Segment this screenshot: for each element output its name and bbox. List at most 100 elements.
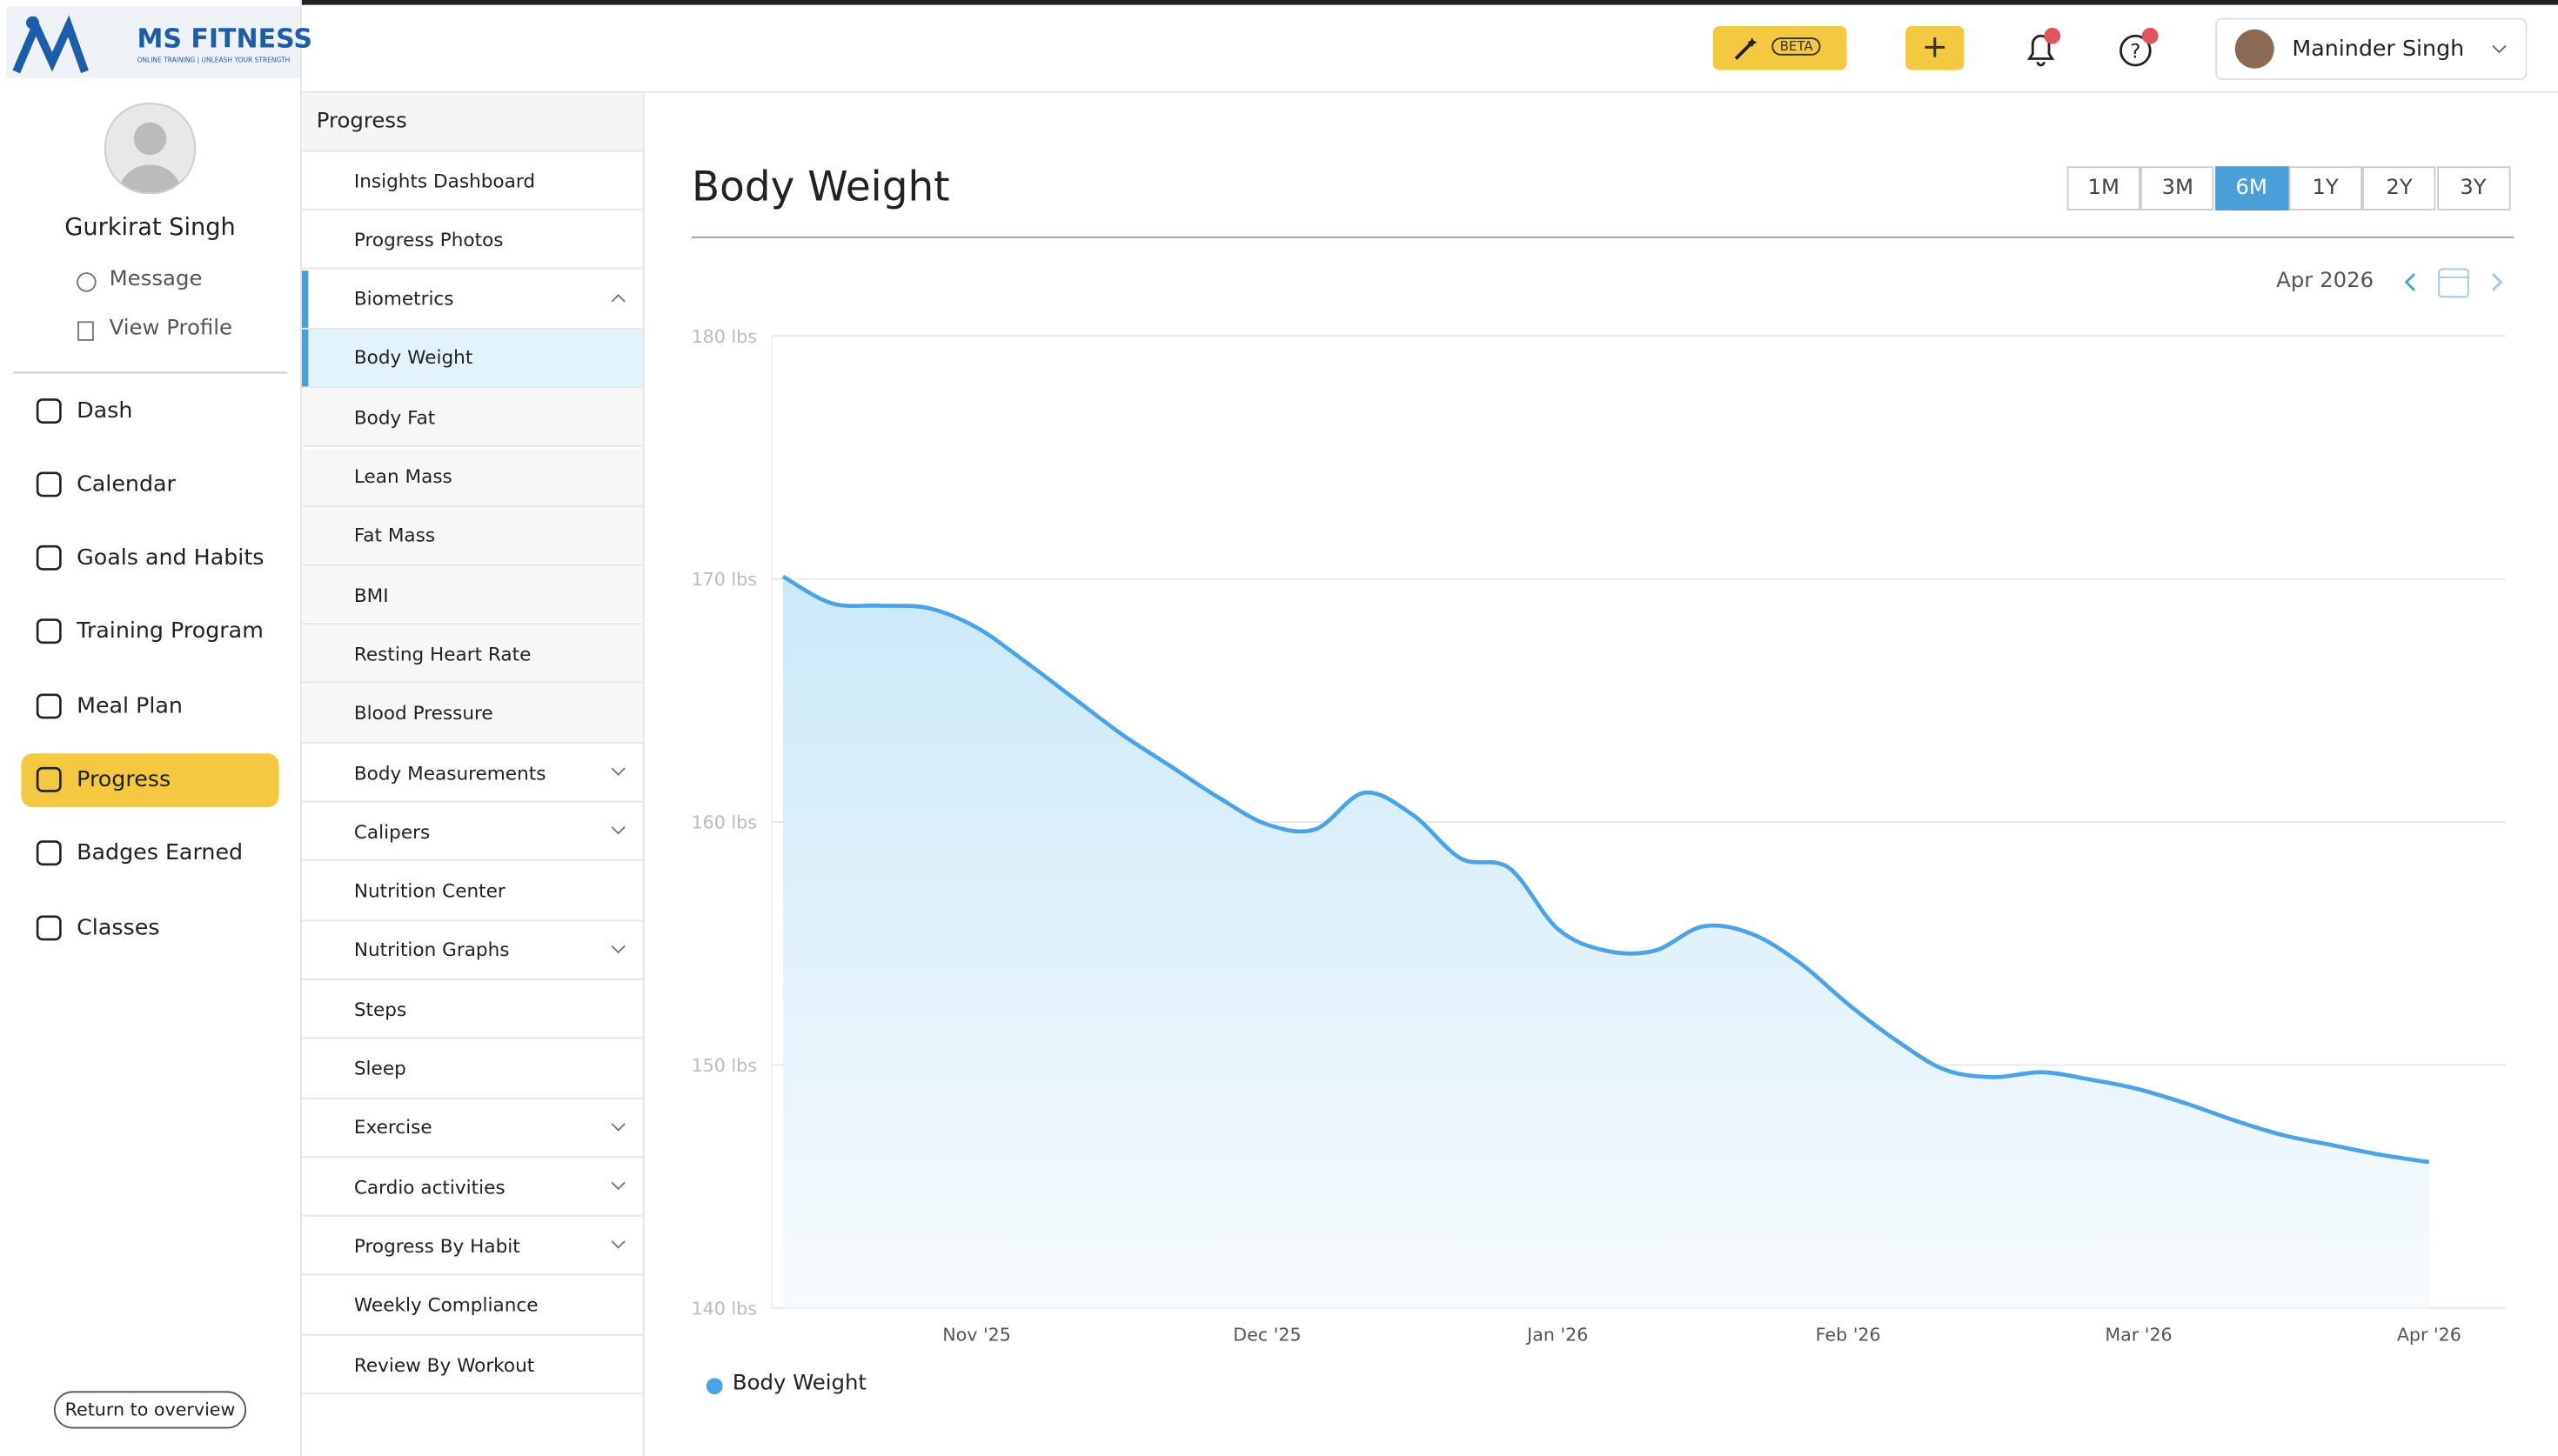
submenu-item[interactable]: Nutrition Center	[301, 862, 643, 921]
submenu-item[interactable]: Lean Mass	[301, 447, 643, 507]
x-tick-label: Dec '25	[1233, 1324, 1301, 1345]
sidebar: MS FITNESS ONLINE TRAINING | UNLEASH YOU…	[0, 0, 312, 1456]
submenu-label: Weekly Compliance	[353, 1293, 539, 1317]
range-button[interactable]: 1M	[2066, 166, 2140, 210]
submenu-item[interactable]: Blood Pressure	[301, 684, 643, 744]
range-button[interactable]: 2Y	[2362, 166, 2436, 210]
submenu-item[interactable]: Steps	[301, 980, 643, 1039]
legend-marker	[706, 1378, 723, 1395]
chevron	[611, 767, 626, 776]
submenu-label: Biometrics	[353, 287, 454, 311]
line	[781, 574, 2430, 1165]
submenu-item[interactable]: Body Measurements	[301, 744, 643, 803]
y-tick-label: 170 lbs	[692, 569, 757, 590]
plus-icon	[1925, 37, 1945, 57]
range-button[interactable]: 6M	[2214, 166, 2288, 210]
y-tick-label: 140 lbs	[692, 1298, 757, 1319]
active-bar	[301, 329, 309, 387]
submenu-label: Steps	[353, 997, 407, 1021]
avatar-icon	[118, 122, 182, 193]
logo: MS FITNESS ONLINE TRAINING | UNLEASH YOU…	[6, 6, 312, 78]
area-fill	[783, 576, 2429, 1308]
range-button[interactable]: 1Y	[2288, 166, 2362, 210]
submenu-label: Body Weight	[353, 346, 473, 370]
title-rule	[692, 236, 2514, 238]
nav-icon	[36, 618, 62, 645]
submenu-label: Resting Heart Rate	[353, 642, 532, 665]
logo-mark	[12, 15, 89, 74]
submenu-item[interactable]: Progress By Habit	[301, 1217, 643, 1276]
add-button[interactable]	[1905, 26, 1965, 70]
top-bar: BETA ? Maninder Singh	[0, 0, 2558, 93]
nav-icon	[36, 692, 62, 718]
chart-title: Body Weight	[692, 163, 950, 210]
nav-item[interactable]: Classes	[21, 900, 278, 954]
submenu-label: Cardio activities	[353, 1175, 506, 1199]
submenu-item[interactable]: BMI	[301, 565, 643, 625]
submenu-label: Nutrition Graphs	[353, 938, 510, 962]
nav-label: Progress	[77, 766, 171, 793]
nav-label: Goals and Habits	[77, 544, 265, 571]
range-button[interactable]: 3M	[2140, 166, 2214, 210]
nav-item[interactable]: Badges Earned	[21, 826, 278, 880]
submenu-label: Body Fat	[353, 405, 436, 429]
user-menu[interactable]: Maninder Singh	[2215, 17, 2528, 80]
submenu-item[interactable]: Body Weight	[301, 329, 643, 389]
nav-item[interactable]: Dash	[21, 384, 278, 437]
submenu-item[interactable]: Review By Workout	[301, 1336, 643, 1395]
nav-icon	[36, 840, 62, 866]
period-label: Apr 2026	[2276, 269, 2374, 294]
notifications[interactable]	[2019, 26, 2066, 72]
x-tick-label: Jan '26	[1525, 1324, 1588, 1345]
submenu-label: Calipers	[353, 819, 431, 843]
submenu-label: Progress Photos	[353, 228, 504, 251]
profile-avatar	[104, 103, 196, 195]
submenu-label: Fat Mass	[353, 524, 436, 547]
profile-name: Gurkirat Singh	[64, 215, 236, 242]
submenu-label: Insights Dashboard	[353, 169, 536, 192]
submenu-label: Lean Mass	[353, 464, 452, 488]
nav-icon	[36, 471, 62, 497]
submenu-item[interactable]: Resting Heart Rate	[301, 624, 643, 685]
nav-item[interactable]: Progress	[21, 752, 279, 807]
chevron	[2492, 44, 2507, 54]
submenu-item[interactable]: Biometrics	[301, 270, 643, 329]
chevron	[611, 293, 626, 302]
view-profile-link[interactable]: View Profile	[109, 316, 233, 341]
ai-beta-button[interactable]: BETA	[1712, 26, 1847, 70]
submenu-item[interactable]: Fat Mass	[301, 506, 643, 566]
nav-label: Calendar	[77, 471, 176, 498]
range-button[interactable]: 3Y	[2436, 166, 2510, 210]
y-tick-label: 180 lbs	[692, 326, 757, 347]
nav-icon	[36, 766, 62, 792]
nav-item[interactable]: Goals and Habits	[21, 531, 278, 584]
nav-label: Dash	[77, 397, 133, 424]
chevron	[611, 1181, 626, 1191]
submenu-item[interactable]: Calipers	[301, 803, 643, 862]
return-button[interactable]: Return to overview	[53, 1391, 247, 1429]
submenu-item[interactable]: Nutrition Graphs	[301, 921, 643, 980]
nav-item[interactable]: Calendar	[21, 458, 278, 511]
submenu-item[interactable]: Progress Photos	[301, 210, 643, 270]
submenu-label: Nutrition Center	[353, 878, 506, 903]
wand-icon	[1734, 37, 1758, 60]
submenu-item[interactable]: Exercise	[301, 1099, 643, 1158]
help[interactable]: ?	[2116, 26, 2162, 72]
message-icon	[77, 272, 97, 292]
svg-text:?: ?	[2130, 41, 2140, 63]
nav-item[interactable]: Meal Plan	[21, 678, 278, 732]
submenu-item[interactable]: Cardio activities	[301, 1158, 643, 1217]
message-text: Message	[109, 267, 203, 292]
submenu-label: Sleep	[353, 1057, 406, 1080]
period-nav[interactable]	[2398, 264, 2512, 304]
submenu-item[interactable]: Body Fat	[301, 388, 643, 448]
submenu-item[interactable]: Weekly Compliance	[301, 1277, 643, 1336]
submenu-item[interactable]: Insights Dashboard	[301, 151, 643, 210]
nav-item[interactable]: Training Program	[21, 604, 278, 658]
submenu-item[interactable]: Sleep	[301, 1039, 643, 1099]
nav-label: Meal Plan	[77, 692, 183, 719]
logo-text: MS FITNESS	[137, 23, 313, 54]
